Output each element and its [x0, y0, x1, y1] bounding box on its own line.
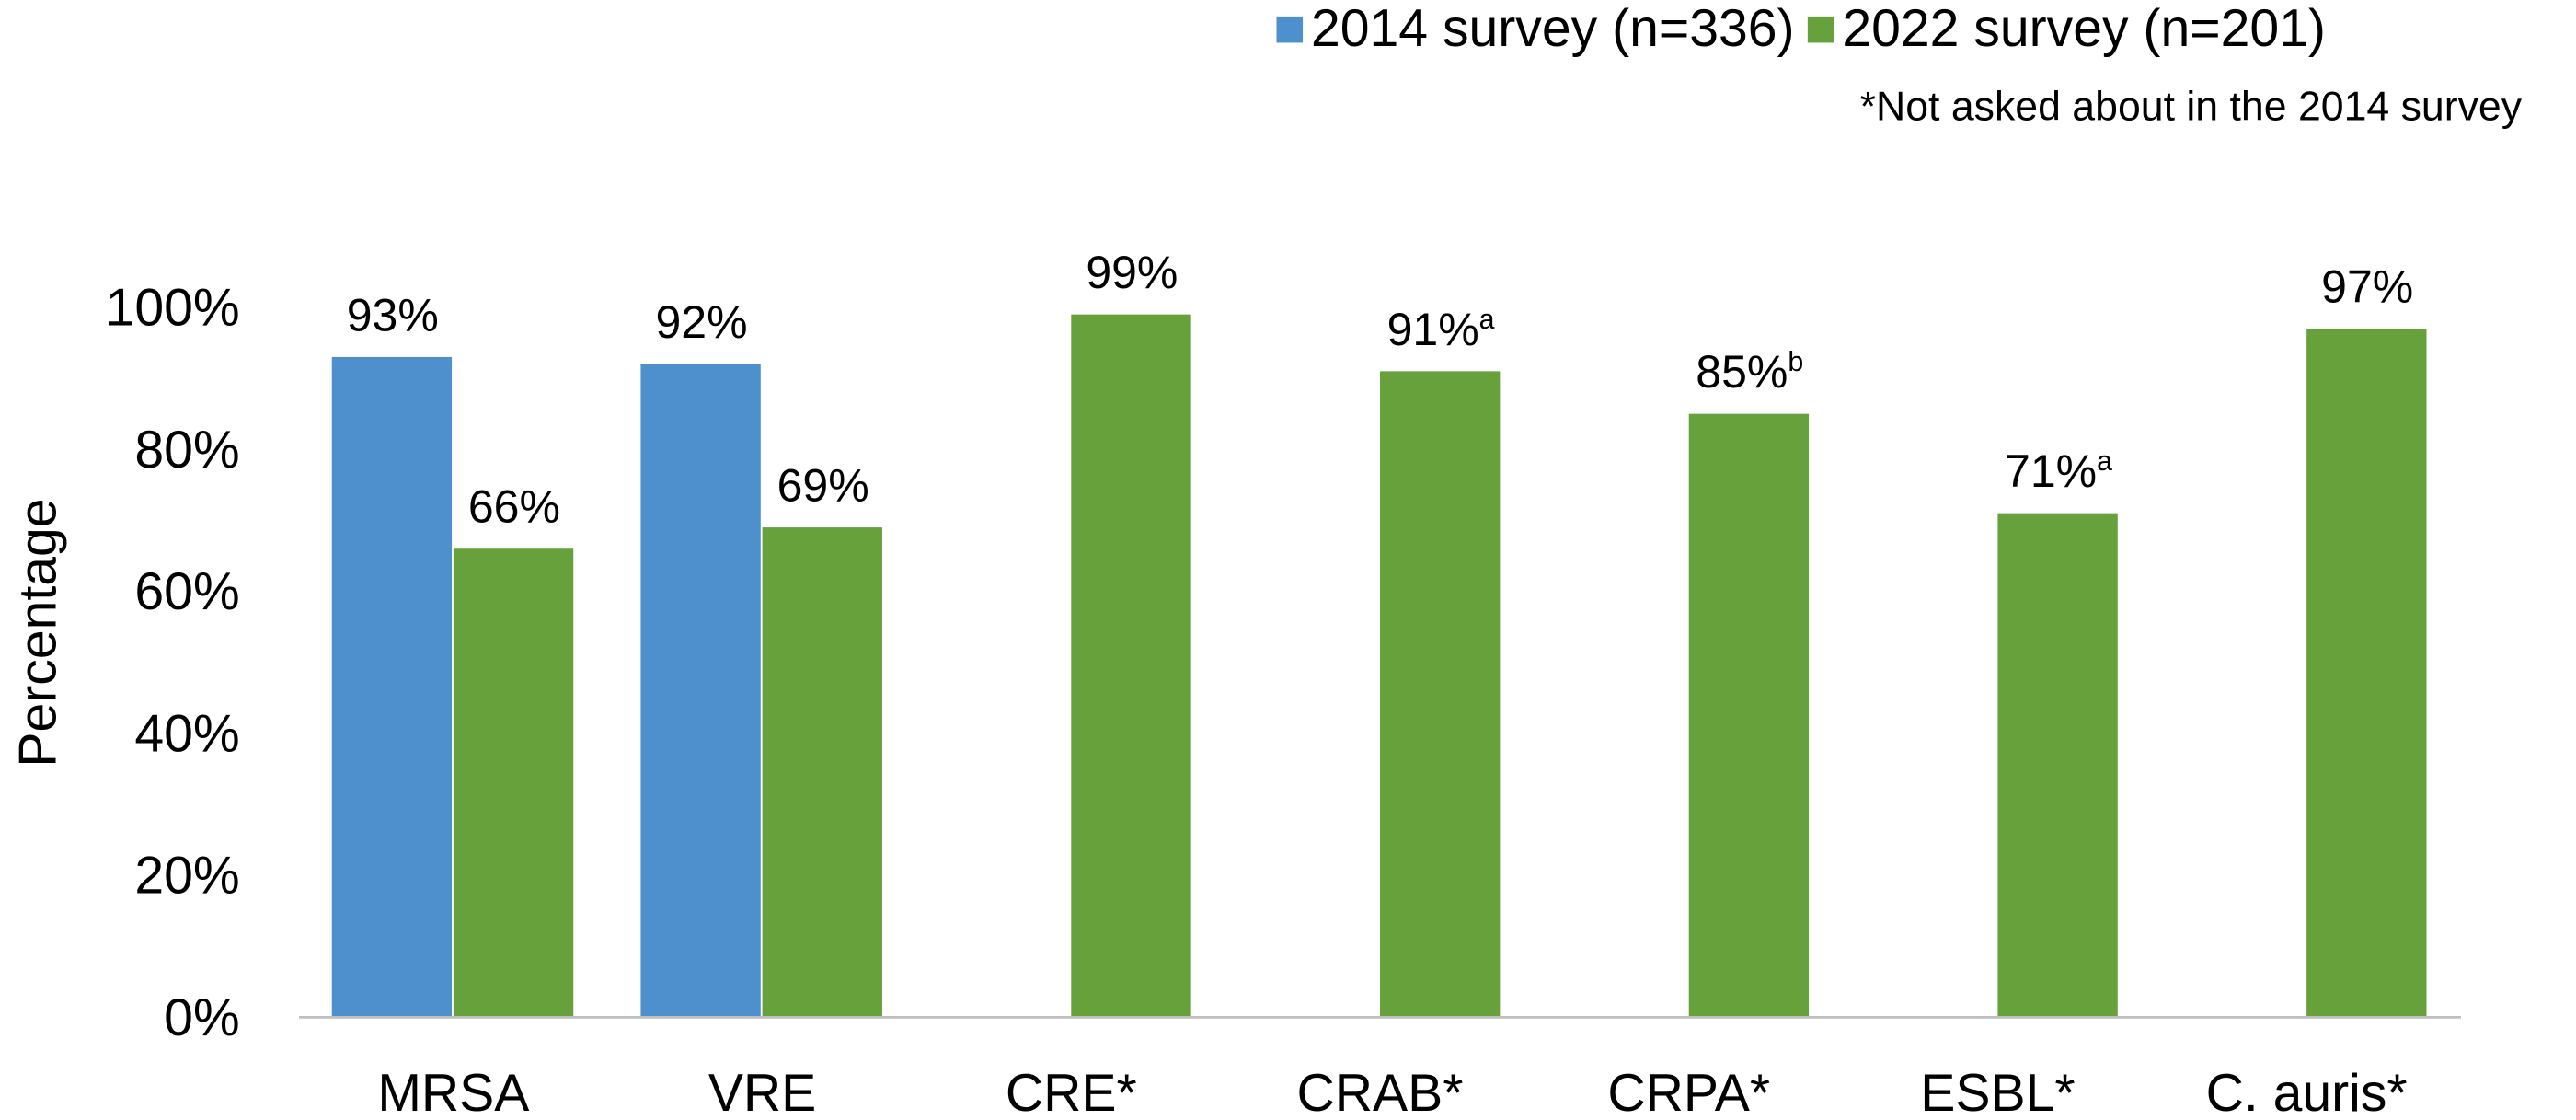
y-tick-label: 20% — [134, 847, 239, 906]
data-label-value: 93% — [347, 289, 439, 341]
y-tick-label: 40% — [134, 704, 239, 763]
data-label: 66% — [468, 481, 560, 533]
data-label: 91%a — [1387, 304, 1495, 355]
data-label: 97% — [2321, 261, 2413, 313]
data-label: 99% — [1086, 247, 1178, 298]
bar — [1380, 371, 1501, 1018]
y-tick-label: 60% — [134, 562, 239, 621]
data-label: 92% — [655, 296, 747, 348]
bar — [331, 356, 453, 1018]
data-label-superscript: b — [1788, 347, 1803, 377]
data-label-value: 99% — [1086, 247, 1178, 298]
x-tick-label: CRAB* — [1297, 1064, 1464, 1120]
y-tick-label: 100% — [106, 279, 240, 338]
bar — [1071, 314, 1191, 1018]
legend-label: 2022 survey (n=201) — [1842, 0, 2326, 58]
x-tick-label: MRSA — [377, 1064, 529, 1120]
y-axis-title: Percentage — [9, 498, 68, 767]
data-label-value: 97% — [2321, 261, 2413, 313]
y-tick-label: 80% — [134, 421, 239, 479]
bar — [1688, 413, 1810, 1018]
x-tick-label: ESBL* — [1920, 1064, 2075, 1120]
bar — [762, 527, 882, 1018]
x-tick-label: VRE — [708, 1064, 816, 1120]
data-label-value: 69% — [777, 460, 869, 512]
data-label: 85%b — [1696, 346, 1803, 398]
x-tick-label: CRPA* — [1607, 1064, 1770, 1120]
legend-label: 2014 survey (n=336) — [1311, 0, 1795, 58]
data-label: 93% — [347, 289, 439, 341]
data-label: 71%a — [2005, 445, 2112, 497]
bar — [1997, 513, 2118, 1018]
bar — [453, 548, 574, 1018]
data-label-superscript: a — [1479, 305, 1495, 335]
x-tick-label: CRE* — [1006, 1064, 1137, 1120]
bar — [640, 364, 761, 1018]
data-label: 69% — [777, 460, 869, 512]
data-label-value: 85% — [1696, 346, 1788, 398]
footnote: *Not asked about in the 2014 survey — [1860, 84, 2523, 129]
data-label-superscript: a — [2097, 446, 2112, 477]
legend-swatch — [1807, 16, 1834, 43]
bar — [2306, 329, 2427, 1018]
data-label-value: 71% — [2005, 445, 2097, 497]
data-label-value: 92% — [655, 296, 747, 348]
legend-swatch — [1276, 16, 1304, 43]
x-tick-label: C. auris* — [2206, 1064, 2408, 1120]
data-label-value: 66% — [468, 481, 560, 533]
data-label-value: 91% — [1387, 304, 1479, 355]
y-tick-label: 0% — [164, 988, 240, 1047]
